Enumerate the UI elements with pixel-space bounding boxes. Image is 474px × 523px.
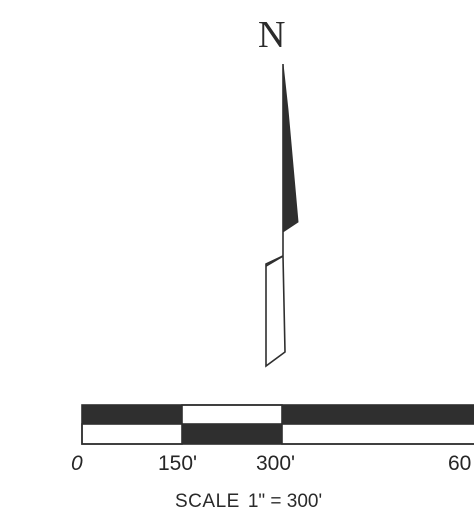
scale-caption-label: SCALE: [175, 491, 240, 512]
scale-bar-top-segment-3: [282, 405, 474, 424]
scale-caption-value: 1" = 300': [247, 491, 323, 512]
scale-tick-label-150: 150': [158, 452, 198, 475]
scale-bar-top-segment-1: [82, 405, 182, 424]
scale-tick-label-300: 300': [256, 452, 296, 475]
north-label: N: [258, 14, 286, 56]
north-arrow-tail-edge: [265, 255, 284, 267]
north-arrow-filled-wing: [282, 63, 299, 233]
scale-tick-label-0: 0: [71, 452, 83, 475]
scale-bar: [81, 404, 474, 445]
scale-bar-bottom-segment-2: [182, 424, 282, 444]
scale-bar-outline: [81, 404, 474, 445]
scale-bar-bottom-segment-3: [281, 423, 474, 445]
scale-tick-label-600: 60: [448, 452, 472, 475]
scale-bar-top-segment-2: [181, 404, 283, 425]
scale-bar-bottom-segment-1: [81, 423, 183, 445]
north-arrow-hollow-tail: [265, 232, 286, 368]
north-arrow: [265, 63, 299, 368]
scale-caption: SCALE 1" = 300': [175, 492, 322, 512]
